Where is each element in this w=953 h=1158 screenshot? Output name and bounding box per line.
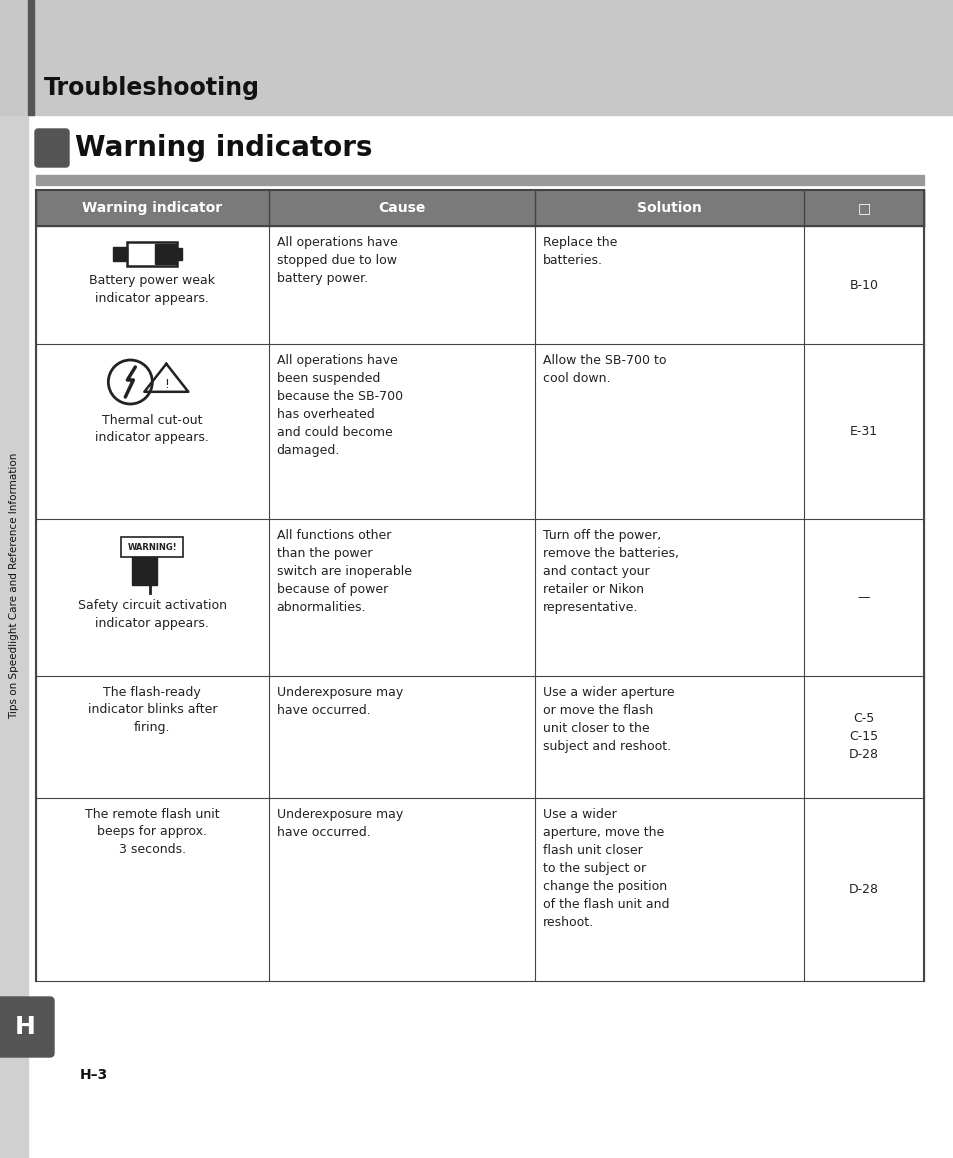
Bar — [177, 248, 182, 261]
Text: !: ! — [164, 379, 169, 391]
Text: B-10: B-10 — [849, 279, 878, 292]
Text: Warning indicators: Warning indicators — [75, 134, 372, 162]
Bar — [121, 537, 183, 557]
Text: The flash-ready
indicator blinks after
firing.: The flash-ready indicator blinks after f… — [88, 686, 217, 734]
Text: D-28: D-28 — [848, 884, 878, 896]
Text: All functions other
than the power
switch are inoperable
because of power
abnorm: All functions other than the power switc… — [276, 529, 412, 614]
Text: Tips on Speedlight Care and Reference Information: Tips on Speedlight Care and Reference In… — [9, 453, 19, 719]
Text: Safety circuit activation
indicator appears.: Safety circuit activation indicator appe… — [78, 599, 227, 630]
Text: Thermal cut-out
indicator appears.: Thermal cut-out indicator appears. — [95, 415, 209, 445]
Text: Underexposure may
have occurred.: Underexposure may have occurred. — [276, 808, 402, 840]
Text: H–3: H–3 — [80, 1068, 108, 1082]
Bar — [36, 798, 923, 981]
Text: E-31: E-31 — [849, 425, 877, 438]
Text: —: — — [857, 591, 869, 604]
Bar — [132, 557, 157, 585]
Text: Battery power weak
indicator appears.: Battery power weak indicator appears. — [90, 274, 215, 305]
Text: Turn off the power,
remove the batteries,
and contact your
retailer or Nikon
rep: Turn off the power, remove the batteries… — [542, 529, 679, 614]
Bar — [0, 0, 28, 1158]
Text: The remote flash unit
beeps for approx.
3 seconds.: The remote flash unit beeps for approx. … — [85, 808, 219, 856]
Text: □: □ — [857, 201, 870, 215]
Bar — [36, 226, 923, 344]
Bar — [113, 247, 127, 261]
Text: WARNING!: WARNING! — [128, 542, 177, 551]
Bar — [36, 190, 923, 226]
Bar — [36, 344, 923, 519]
Bar — [0, 0, 953, 115]
Text: Use a wider
aperture, move the
flash unit closer
to the subject or
change the po: Use a wider aperture, move the flash uni… — [542, 808, 669, 929]
Text: Warning indicator: Warning indicator — [82, 201, 222, 215]
Bar — [36, 175, 923, 185]
Text: C-5
C-15
D-28: C-5 C-15 D-28 — [848, 712, 878, 762]
Bar — [36, 676, 923, 798]
Text: Solution: Solution — [637, 201, 701, 215]
Text: H: H — [14, 1016, 35, 1039]
FancyBboxPatch shape — [35, 129, 69, 167]
Text: Use a wider aperture
or move the flash
unit closer to the
subject and reshoot.: Use a wider aperture or move the flash u… — [542, 686, 674, 753]
Bar — [36, 519, 923, 676]
Text: All operations have
stopped due to low
battery power.: All operations have stopped due to low b… — [276, 236, 397, 285]
Text: Replace the
batteries.: Replace the batteries. — [542, 236, 617, 267]
Bar — [127, 242, 177, 266]
FancyBboxPatch shape — [0, 997, 54, 1057]
Text: Underexposure may
have occurred.: Underexposure may have occurred. — [276, 686, 402, 717]
Circle shape — [109, 360, 152, 404]
Text: Allow the SB-700 to
cool down.: Allow the SB-700 to cool down. — [542, 354, 666, 384]
Text: Cause: Cause — [377, 201, 425, 215]
Text: All operations have
been suspended
because the SB-700
has overheated
and could b: All operations have been suspended becau… — [276, 354, 402, 457]
Text: Troubleshooting: Troubleshooting — [44, 76, 260, 100]
Bar — [154, 244, 175, 264]
Bar — [28, 0, 34, 115]
